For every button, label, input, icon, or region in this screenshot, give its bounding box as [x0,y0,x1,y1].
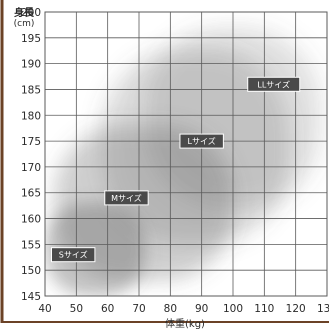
x-tick-60: 60 [101,303,114,315]
y-tick-170: 170 [21,162,41,174]
x-tick-90: 90 [195,303,208,315]
label-text: Lサイズ [188,136,216,146]
plot-area: LLサイズ Lサイズ Mサイズ Sサイズ [44,11,328,297]
label-text: Mサイズ [111,193,142,203]
x-tick-130: 130 [317,303,329,315]
x-tick-120: 120 [286,303,306,315]
x-axis-ticks: 40 50 60 70 80 90 100 110 120 130 [38,303,329,315]
x-axis-title: 体重(kg) [165,317,205,329]
y-tick-165: 165 [21,188,41,200]
label-box [180,134,223,148]
label-box [52,248,95,262]
y-tick-155: 155 [21,239,41,251]
y-axis-title: 身長 [14,6,35,19]
x-tick-50: 50 [70,303,83,315]
label-ll-size: LLサイズ [247,76,301,92]
y-tick-180: 180 [21,110,41,122]
x-tick-80: 80 [164,303,177,315]
y-tick-160: 160 [21,214,41,226]
x-tick-100: 100 [223,303,243,315]
label-l-size: Lサイズ [179,133,224,149]
plot-border [44,11,328,297]
y-tick-200: 200 [21,7,41,19]
label-text: LLサイズ [257,79,290,89]
size-labels: LLサイズ Lサイズ Mサイズ Sサイズ [51,76,301,263]
label-s-size: Sサイズ [51,247,96,263]
x-tick-40: 40 [38,303,51,315]
y-tick-175: 175 [21,136,41,148]
x-tick-70: 70 [132,303,145,315]
y-tick-195: 195 [21,33,41,45]
x-tick-110: 110 [254,303,274,315]
y-tick-185: 185 [21,84,41,96]
label-box [248,77,300,91]
label-m-size: Mサイズ [104,190,149,206]
y-tick-150: 150 [21,265,41,277]
y-tick-190: 190 [21,59,41,71]
y-axis-ticks: 145 150 155 160 165 170 175 180 185 190 195 200 [21,7,41,303]
y-tick-145: 145 [21,291,41,303]
label-box [105,191,148,205]
label-text: Sサイズ [59,250,88,260]
y-axis-unit: (cm) [14,19,35,29]
